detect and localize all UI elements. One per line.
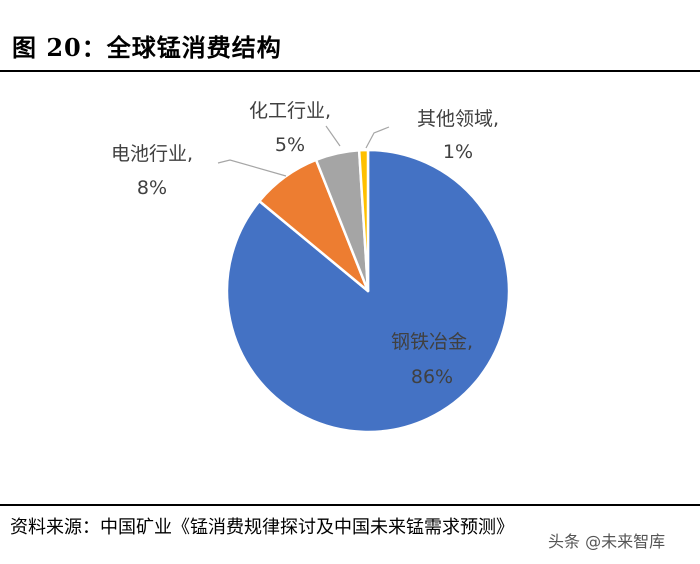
leader-line-3 xyxy=(325,125,341,147)
leader-line-4 xyxy=(365,126,390,149)
slice-name-label-1: 钢铁冶金, xyxy=(391,331,473,353)
leader-lines xyxy=(217,125,390,177)
slice-name-label-3: 化工行业, xyxy=(249,100,331,122)
top-divider xyxy=(0,70,700,72)
slice-value-label-3: 5% xyxy=(275,134,305,156)
leader-line-2 xyxy=(217,159,287,177)
source-note: 资料来源：中国矿业《锰消费规律探讨及中国未来锰需求预测》 xyxy=(10,517,514,538)
slice-value-label-2: 8% xyxy=(137,177,167,199)
slice-name-label-4: 其他领域, xyxy=(417,108,499,130)
pie-labels: 钢铁冶金, 86% 电池行业, 8% 化工行业, 5% 其他领域, 1% xyxy=(111,100,499,388)
pie-slices xyxy=(225,148,511,434)
slice-value-label-1: 86% xyxy=(411,366,453,388)
chart-title: 图 20：全球锰消费结构 xyxy=(12,33,282,62)
slice-value-label-4: 1% xyxy=(443,141,473,163)
watermark: 头条 @未来智库 xyxy=(548,532,666,551)
slice-name-label-2: 电池行业, xyxy=(111,143,193,165)
pie-slice-4 xyxy=(357,148,370,293)
bottom-divider xyxy=(0,504,700,506)
